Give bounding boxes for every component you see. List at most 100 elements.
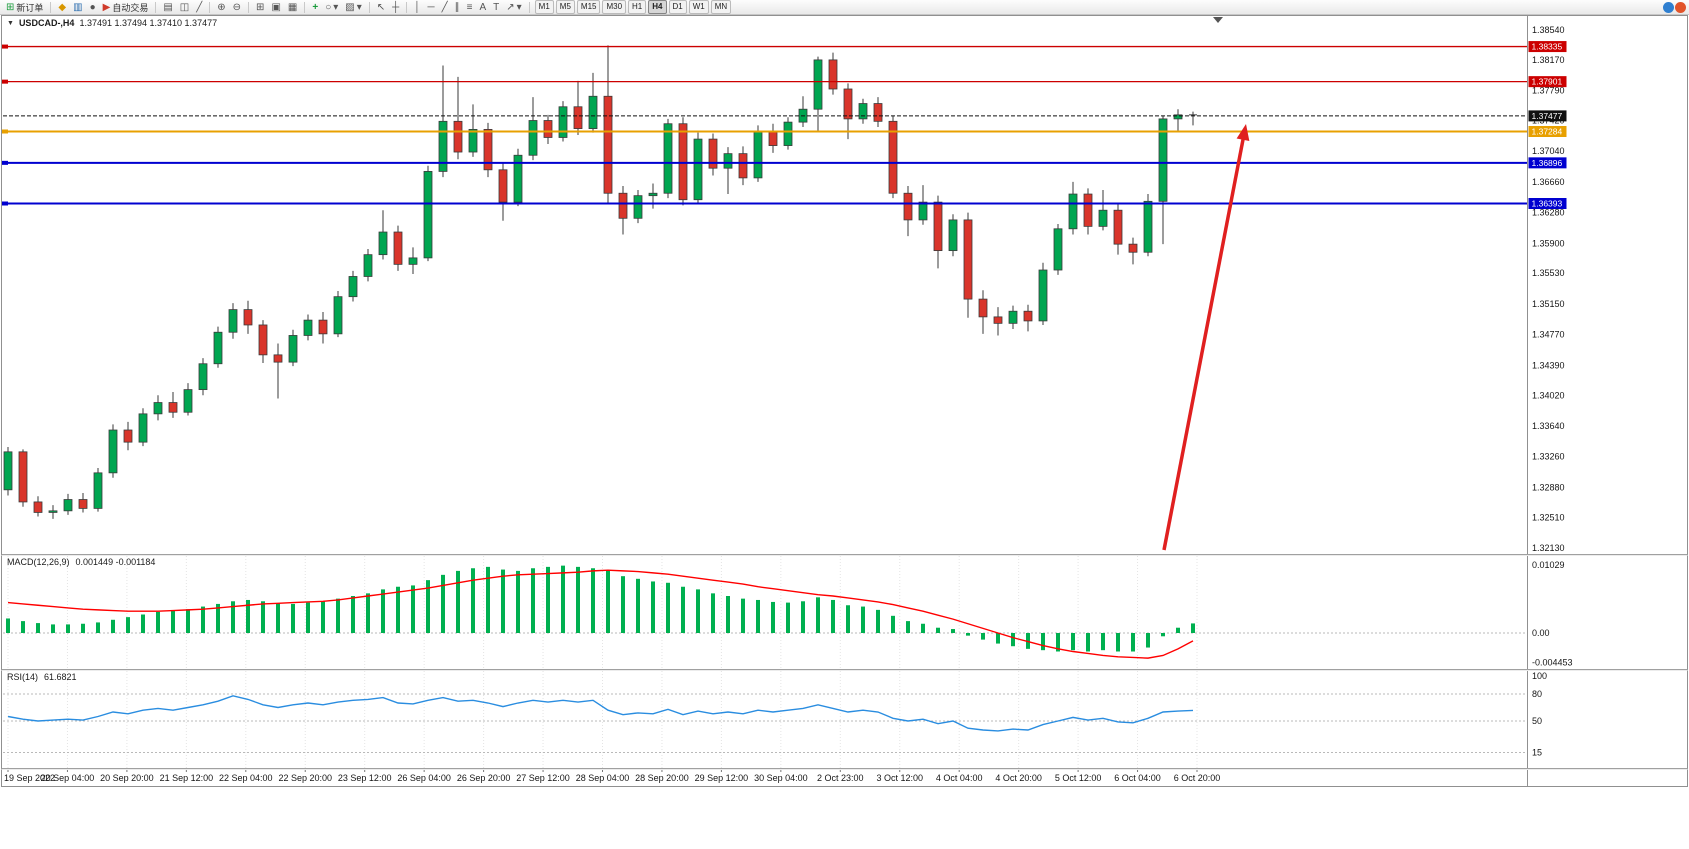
trendline-button[interactable]: ╱ [441,1,448,13]
toolbar: ⊞ 新订单 ◆ ▥ ● ▶ 自动交易 ▤ ◫ ╱ ⊕ ⊖ ⊞ ▣ ▦ + ○ ▾… [0,0,1689,15]
svg-text:1.35530: 1.35530 [1532,268,1565,278]
macd-pane-header: MACD(12,26,9) 0.001449 -0.001184 [7,557,155,567]
svg-text:22 Sep 20:00: 22 Sep 20:00 [278,773,332,783]
svg-text:29 Sep 12:00: 29 Sep 12:00 [695,773,749,783]
periods-button[interactable]: ○ ▾ [322,1,341,14]
svg-text:28 Sep 04:00: 28 Sep 04:00 [576,773,630,783]
toolbar-separator [368,1,370,13]
svg-text:26 Sep 04:00: 26 Sep 04:00 [397,773,451,783]
periods-icon: ○ [325,1,332,13]
svg-text:1.32880: 1.32880 [1532,482,1565,492]
timeframe-group: M1 M5 M15 M30 H1 H4 D1 W1 MN [534,0,733,14]
svg-text:1.37790: 1.37790 [1532,86,1565,96]
chevron-down-icon: ▾ [356,1,362,13]
templates-button[interactable]: ▨ ▾ [342,1,364,14]
timeframe-button-m5[interactable]: M5 [555,0,575,14]
chevron-down-icon: ▾ [333,1,339,13]
cursor-button[interactable]: ↖ [376,1,386,13]
chart-header: ▼ USDCAD-,H4 1.37491 1.37494 1.37410 1.3… [7,18,217,28]
svg-text:4 Oct 20:00: 4 Oct 20:00 [995,773,1042,783]
svg-text:1.37284: 1.37284 [1532,126,1563,136]
timeframe-button-m15[interactable]: M15 [576,0,601,14]
indicators-button[interactable]: + [312,1,319,13]
bar-chart-button[interactable]: ▤ [163,1,173,13]
svg-text:1.38540: 1.38540 [1532,25,1565,35]
text-tool-button[interactable]: A [479,1,487,13]
svg-text:1.37477: 1.37477 [1532,111,1563,121]
svg-text:1.35900: 1.35900 [1532,238,1565,248]
timeframe-button-m30[interactable]: M30 [602,0,627,14]
svg-text:5 Oct 12:00: 5 Oct 12:00 [1055,773,1102,783]
svg-text:6 Oct 04:00: 6 Oct 04:00 [1114,773,1161,783]
charts-icon[interactable]: ▥ [73,1,83,13]
price-axis: 1.385401.381701.377901.374201.370401.366… [1528,25,1573,758]
svg-text:1.36660: 1.36660 [1532,177,1565,187]
svg-text:30 Sep 04:00: 30 Sep 04:00 [754,773,808,783]
zoom-in-button[interactable]: ⊕ [217,1,226,13]
svg-text:4 Oct 04:00: 4 Oct 04:00 [936,773,983,783]
toolbar-separator [304,1,306,13]
svg-text:0.01029: 0.01029 [1532,560,1565,570]
svg-text:0.00: 0.00 [1532,628,1550,638]
chevron-down-icon: ▾ [516,1,522,13]
rsi-value: 61.6821 [44,672,77,682]
svg-text:1.32130: 1.32130 [1532,543,1565,553]
auto-trading-button[interactable]: ▶ 自动交易 [100,1,152,14]
signals-icon[interactable]: ● [89,1,96,13]
power-icon[interactable] [1675,1,1686,13]
new-order-button[interactable]: ⊞ 新订单 [3,1,46,14]
svg-text:27 Sep 12:00: 27 Sep 12:00 [516,773,570,783]
timeframe-button-m1[interactable]: M1 [534,0,554,14]
svg-text:20 Sep 04:00: 20 Sep 04:00 [41,773,95,783]
timeframe-button-mn[interactable]: MN [710,0,732,14]
svg-text:1.34390: 1.34390 [1532,360,1565,370]
horizontal-line-button[interactable]: ─ [427,1,435,13]
toolbar-separator [406,1,408,13]
svg-text:1.33260: 1.33260 [1532,452,1565,462]
market-icon[interactable]: ◆ [58,1,67,13]
svg-text:15: 15 [1532,748,1542,758]
timeframe-button-d1[interactable]: D1 [668,0,687,14]
hlines-layer [2,44,1527,206]
one-click-trading-arrow-icon[interactable]: ▼ [7,19,14,27]
timeframe-button-h1[interactable]: H1 [628,0,647,14]
svg-text:100: 100 [1532,671,1547,681]
chart-shift-marker [1213,17,1223,23]
arrows-tool-button[interactable]: ↗ ▾ [503,1,524,14]
label-tool-button[interactable]: T [493,1,500,13]
svg-text:1.38335: 1.38335 [1532,42,1563,52]
rsi-layer [3,693,1527,753]
svg-text:21 Sep 12:00: 21 Sep 12:00 [160,773,214,783]
svg-text:1.33640: 1.33640 [1532,421,1565,431]
trend-arrow-annotation[interactable] [1162,124,1250,551]
channel-button[interactable]: ∥ [454,1,460,13]
arrange-windows-button[interactable]: ▦ [287,1,298,13]
svg-text:1.36896: 1.36896 [1532,158,1563,168]
new-order-icon: ⊞ [6,1,15,13]
window-borders [1,15,1688,787]
svg-text:1.34020: 1.34020 [1532,390,1565,400]
timeframe-button-w1[interactable]: W1 [688,0,709,14]
zoom-out-button[interactable]: ⊖ [232,1,242,13]
fibonacci-button[interactable]: ≡ [466,1,473,13]
auto-trading-label: 自动交易 [112,2,149,13]
tile-windows-button[interactable]: ⊞ [256,1,265,13]
crosshair-button[interactable]: ┼ [392,1,400,13]
svg-text:28 Sep 20:00: 28 Sep 20:00 [635,773,689,783]
community-icon[interactable] [1663,1,1674,13]
svg-text:6 Oct 20:00: 6 Oct 20:00 [1174,773,1221,783]
toolbar-separator [248,1,250,13]
timeframe-button-h4[interactable]: H4 [648,0,667,14]
cascade-windows-button[interactable]: ▣ [271,1,281,13]
toolbar-separator [155,1,157,13]
toolbar-separator [528,1,530,13]
macd-layer [3,565,1527,659]
new-order-label: 新订单 [16,2,44,13]
svg-text:80: 80 [1532,689,1542,699]
vertical-line-button[interactable]: │ [414,1,421,13]
candlestick-chart-button[interactable]: ◫ [179,1,190,13]
line-chart-button[interactable]: ╱ [196,1,203,13]
grid-layer [7,556,1198,768]
rsi-label: RSI(14) [7,672,39,682]
